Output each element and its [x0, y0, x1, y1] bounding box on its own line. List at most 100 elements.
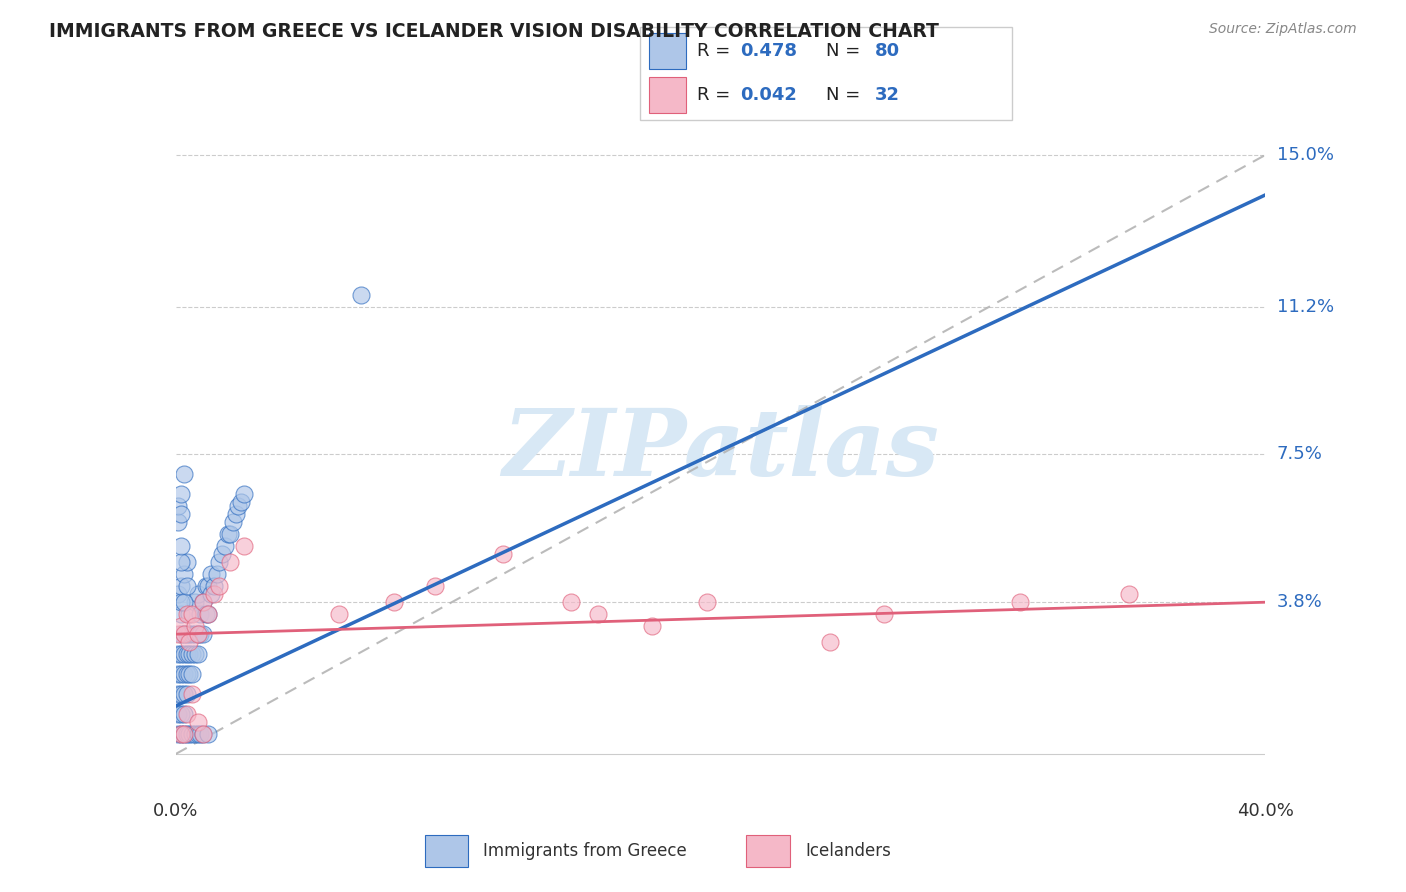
- Point: [191, 727, 214, 741]
- Point: [173, 727, 195, 741]
- Point: [492, 547, 515, 561]
- Point: [188, 727, 211, 741]
- Point: [176, 687, 198, 701]
- FancyBboxPatch shape: [425, 835, 468, 867]
- Point: [696, 595, 718, 609]
- Point: [200, 567, 222, 582]
- Point: [191, 727, 214, 741]
- Point: [179, 727, 201, 741]
- Point: [232, 539, 254, 553]
- Point: [167, 516, 190, 530]
- Point: [176, 579, 198, 593]
- Point: [328, 607, 350, 622]
- Text: IMMIGRANTS FROM GREECE VS ICELANDER VISION DISABILITY CORRELATION CHART: IMMIGRANTS FROM GREECE VS ICELANDER VISI…: [49, 22, 939, 41]
- Point: [211, 547, 233, 561]
- Text: R =: R =: [697, 42, 737, 60]
- Point: [350, 287, 373, 301]
- Point: [167, 706, 190, 721]
- Point: [167, 587, 190, 601]
- Text: 32: 32: [875, 86, 900, 103]
- Point: [202, 587, 225, 601]
- Point: [176, 607, 198, 622]
- Point: [217, 527, 239, 541]
- Point: [170, 487, 193, 501]
- FancyBboxPatch shape: [650, 78, 686, 113]
- Point: [170, 539, 193, 553]
- Text: 11.2%: 11.2%: [1277, 298, 1334, 316]
- Point: [202, 579, 225, 593]
- Point: [179, 607, 201, 622]
- Point: [200, 587, 222, 601]
- Point: [173, 567, 195, 582]
- Point: [641, 619, 664, 633]
- Point: [194, 579, 217, 593]
- Point: [170, 555, 193, 569]
- Text: N =: N =: [827, 42, 866, 60]
- Point: [231, 495, 253, 509]
- Point: [208, 555, 231, 569]
- Point: [197, 579, 219, 593]
- Point: [173, 627, 195, 641]
- Point: [170, 706, 193, 721]
- Point: [186, 714, 209, 729]
- Point: [181, 687, 204, 701]
- Point: [173, 687, 195, 701]
- Point: [167, 627, 190, 641]
- Point: [167, 727, 190, 741]
- Text: 15.0%: 15.0%: [1277, 146, 1333, 164]
- Point: [170, 579, 193, 593]
- Point: [1010, 595, 1032, 609]
- Point: [186, 627, 209, 641]
- Point: [184, 647, 207, 661]
- Point: [173, 647, 195, 661]
- Point: [176, 727, 198, 741]
- Point: [170, 667, 193, 681]
- Text: N =: N =: [827, 86, 866, 103]
- Point: [423, 579, 446, 593]
- Text: 0.042: 0.042: [741, 86, 797, 103]
- Point: [186, 727, 209, 741]
- Point: [560, 595, 582, 609]
- Point: [176, 627, 198, 641]
- Point: [208, 579, 231, 593]
- Point: [232, 487, 254, 501]
- Point: [170, 607, 193, 622]
- Point: [184, 627, 207, 641]
- Point: [191, 595, 214, 609]
- Text: Icelanders: Icelanders: [806, 842, 891, 860]
- Point: [181, 607, 204, 622]
- Point: [184, 619, 207, 633]
- Point: [1118, 587, 1140, 601]
- Point: [181, 667, 204, 681]
- Point: [181, 647, 204, 661]
- Point: [191, 595, 214, 609]
- Point: [173, 467, 195, 482]
- Text: ZIPatlas: ZIPatlas: [502, 406, 939, 495]
- Point: [188, 607, 211, 622]
- Point: [186, 587, 209, 601]
- Point: [191, 627, 214, 641]
- Point: [173, 595, 195, 609]
- Point: [179, 635, 201, 649]
- FancyBboxPatch shape: [650, 33, 686, 69]
- Point: [186, 627, 209, 641]
- Point: [170, 595, 193, 609]
- Point: [197, 607, 219, 622]
- Point: [170, 508, 193, 522]
- Point: [186, 647, 209, 661]
- Point: [181, 627, 204, 641]
- Point: [167, 647, 190, 661]
- Point: [176, 555, 198, 569]
- Point: [586, 607, 609, 622]
- Point: [225, 508, 247, 522]
- Point: [170, 727, 193, 741]
- Point: [179, 627, 201, 641]
- Point: [179, 647, 201, 661]
- Point: [181, 727, 204, 741]
- Point: [873, 607, 896, 622]
- Point: [170, 687, 193, 701]
- Text: 7.5%: 7.5%: [1277, 445, 1323, 464]
- Point: [173, 706, 195, 721]
- Point: [222, 516, 245, 530]
- FancyBboxPatch shape: [747, 835, 790, 867]
